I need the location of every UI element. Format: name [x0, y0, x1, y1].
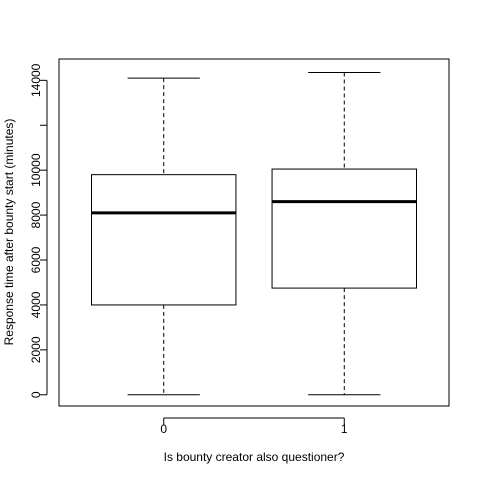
y-tick-label: 8000	[29, 201, 43, 228]
y-tick-label: 6000	[29, 246, 43, 273]
y-tick-label: 0	[29, 391, 43, 398]
iqr-box	[91, 174, 237, 306]
x-axis-title: Is bounty creator also questioner?	[164, 450, 345, 464]
x-tick-label: 1	[341, 422, 348, 436]
y-axis: 0 2000 4000 6000 8000 10000 14000	[29, 63, 48, 398]
box-group	[271, 71, 417, 396]
x-tick-label: 0	[160, 422, 167, 436]
y-tick-label: 10000	[29, 153, 43, 187]
y-axis-title: Response time after bounty start (minute…	[2, 119, 16, 346]
iqr-box	[271, 168, 417, 289]
plot-frame	[58, 58, 450, 407]
box-series	[91, 71, 417, 396]
y-tick-label: 4000	[29, 291, 43, 318]
y-tick-label: 14000	[29, 63, 43, 97]
box-group	[91, 77, 237, 396]
y-tick-label: 2000	[29, 336, 43, 363]
